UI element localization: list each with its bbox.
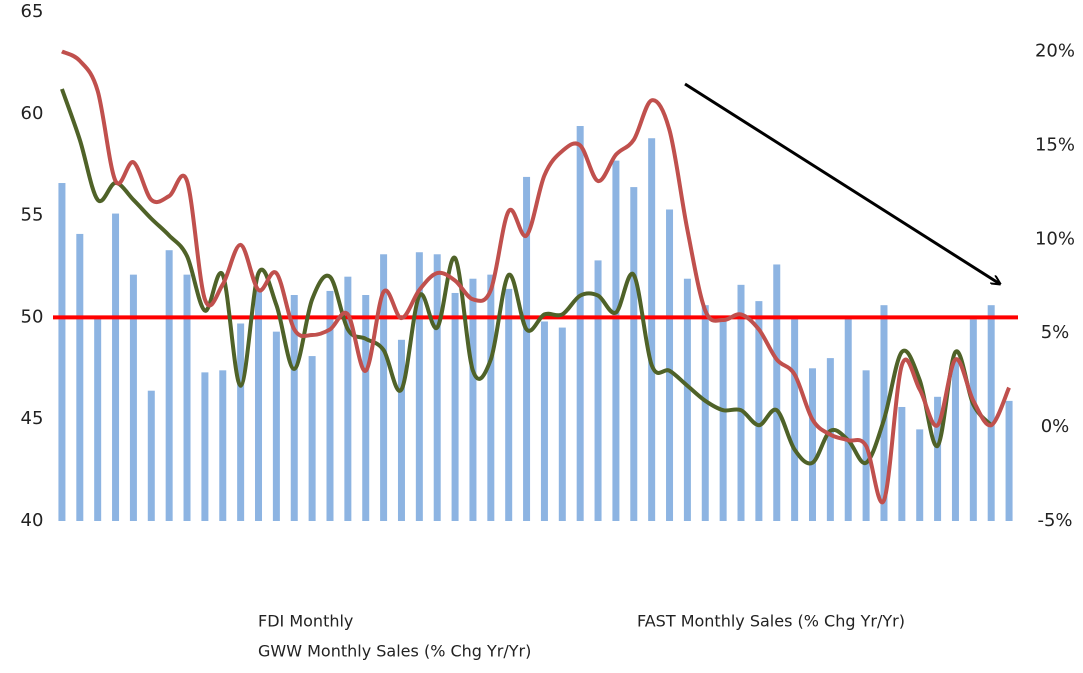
bar <box>916 429 924 521</box>
y2-tick-label: 10% <box>1035 228 1075 249</box>
bar <box>808 368 816 521</box>
y-tick-label: 45 <box>21 408 44 429</box>
plot-area: 40 45 50 55 60 65 -5% 0% 5% 10% 15% 20% <box>21 1 1075 531</box>
bar <box>237 323 245 521</box>
bar <box>94 317 102 521</box>
bar <box>791 317 799 521</box>
y2-tick-label: 5% <box>1041 322 1070 343</box>
bar <box>129 274 137 521</box>
bar <box>558 327 566 521</box>
bar <box>969 319 977 521</box>
legend-label: GWW Monthly Sales (% Chg Yr/Yr) <box>258 642 531 661</box>
bar <box>576 126 584 522</box>
y-tick-label: 40 <box>21 510 44 531</box>
bar <box>147 390 155 521</box>
bar <box>469 278 477 521</box>
bar <box>701 305 709 521</box>
bar <box>898 406 906 521</box>
bar <box>201 372 209 521</box>
y-tick-label: 65 <box>21 1 44 22</box>
bar <box>219 370 227 521</box>
bar <box>397 339 405 521</box>
bar <box>451 292 459 521</box>
bar <box>523 176 531 521</box>
bar <box>683 278 691 521</box>
bar <box>76 233 84 521</box>
bar <box>487 274 495 521</box>
bar <box>183 274 191 521</box>
legend-label: FAST Monthly Sales (% Chg Yr/Yr) <box>637 612 905 631</box>
bar <box>648 138 656 521</box>
y-tick-label: 55 <box>21 205 44 226</box>
bar <box>380 254 388 521</box>
bar <box>58 183 66 522</box>
bar <box>165 250 173 521</box>
y-tick-label: 50 <box>21 306 44 327</box>
bar <box>1005 400 1013 521</box>
bar <box>826 358 834 521</box>
bar <box>594 260 602 521</box>
bar <box>773 264 781 521</box>
bar <box>415 252 423 522</box>
bar <box>719 319 727 521</box>
bar <box>630 187 638 521</box>
bar <box>844 317 852 521</box>
bar <box>612 160 620 522</box>
y2-tick-label: 15% <box>1035 134 1075 155</box>
y2-tick-label: -5% <box>1037 510 1072 531</box>
bar <box>540 321 548 521</box>
y-tick-label: 60 <box>21 103 44 124</box>
bar <box>112 213 120 521</box>
line <box>61 49 1011 505</box>
bar <box>505 288 513 521</box>
trend-arrow <box>684 82 1000 284</box>
bar <box>308 356 316 521</box>
bar <box>934 396 942 521</box>
bar <box>344 276 352 521</box>
bar <box>666 209 674 521</box>
bar <box>326 290 334 521</box>
bar <box>362 295 370 521</box>
bar <box>737 284 745 521</box>
y2-tick-label: 0% <box>1041 416 1070 437</box>
y2-tick-label: 20% <box>1035 40 1075 61</box>
bar <box>433 254 441 521</box>
bar <box>290 295 298 521</box>
bar <box>951 358 959 521</box>
bar <box>987 305 995 521</box>
bar <box>755 301 763 521</box>
bar <box>255 288 263 521</box>
line <box>60 88 993 466</box>
bar <box>272 331 280 521</box>
legend-label: FDI Monthly <box>258 612 353 631</box>
